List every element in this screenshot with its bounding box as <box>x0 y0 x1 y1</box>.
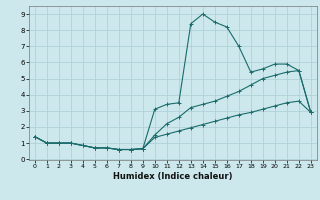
X-axis label: Humidex (Indice chaleur): Humidex (Indice chaleur) <box>113 172 233 181</box>
